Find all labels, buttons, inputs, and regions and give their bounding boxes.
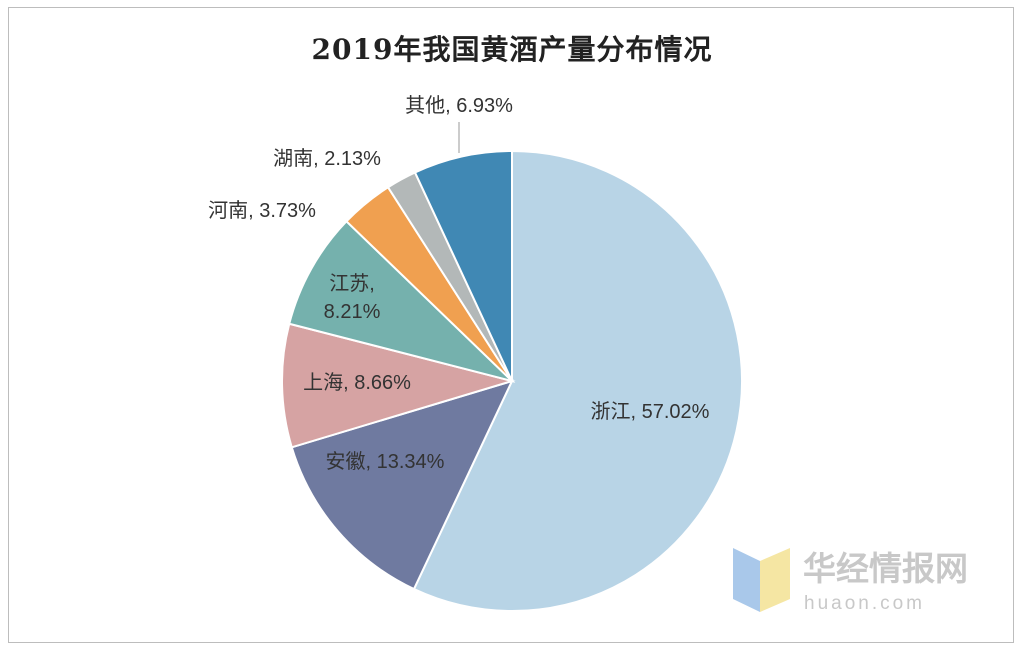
slice-label-5: 湖南, 2.13% <box>273 147 381 170</box>
pie-slice-2 <box>281 322 516 449</box>
pie-slice-3 <box>288 219 516 383</box>
pie-slice-0 <box>412 149 743 612</box>
watermark-brand: 华经情报网 <box>803 550 968 587</box>
chart-title: 2019年我国黄酒产量分布情况 <box>311 33 713 66</box>
watermark-logo-icon <box>733 548 790 612</box>
slice-label-1: 安徽, 13.34% <box>326 450 445 473</box>
pie-slices <box>281 149 743 612</box>
watermark-domain: huaon.com <box>804 593 925 614</box>
slice-label-4: 河南, 3.73% <box>208 199 316 222</box>
watermark: 华经情报网 huaon.com <box>733 548 968 614</box>
slice-labels: 浙江, 57.02% 安徽, 13.34% 上海, 8.66% 江苏, 8.21% 河南,… <box>208 94 710 473</box>
slice-label-3: 江苏, 8.21% <box>324 272 381 323</box>
slice-label-2: 上海, 8.66% <box>303 371 411 394</box>
slice-label-6: 其他, 6.93% <box>405 94 513 117</box>
pie-slice-1 <box>290 379 514 591</box>
pie-slice-6 <box>413 149 513 382</box>
slice-label-0: 浙江, 57.02% <box>591 400 710 423</box>
